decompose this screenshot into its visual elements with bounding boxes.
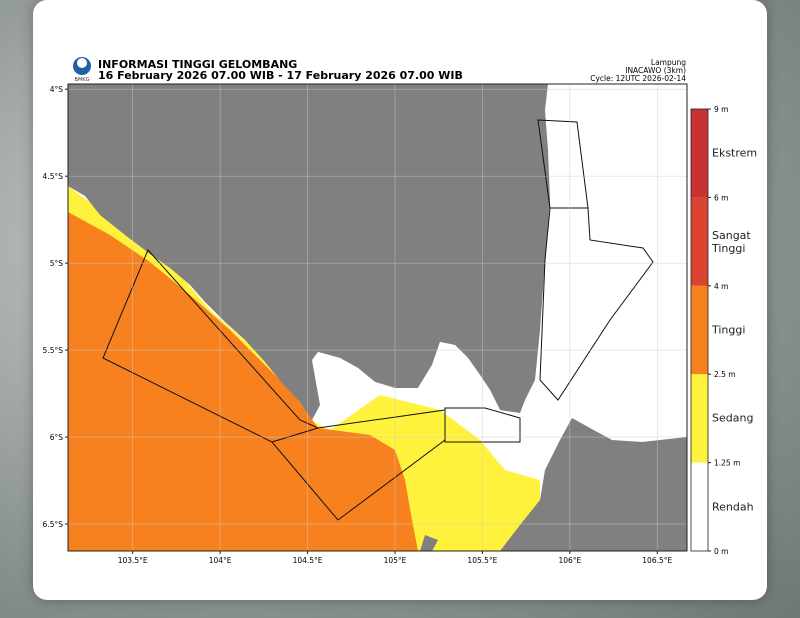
title: INFORMASI TINGGI GELOMBANG <box>98 58 297 71</box>
legend-swatch <box>691 374 708 463</box>
logo: BMKG <box>73 57 91 83</box>
y-tick-label: 6.5°S <box>43 520 64 529</box>
x-tick-label: 106°E <box>558 556 581 565</box>
legend-level-label: 2.5 m <box>714 370 736 379</box>
subtitle: 16 February 2026 07.00 WIB - 17 February… <box>98 69 463 82</box>
y-tick-label: 4°S <box>50 85 64 94</box>
legend-level-label: 1.25 m <box>714 459 740 468</box>
legend-level-label: 6 m <box>714 193 728 202</box>
legend-frame <box>690 108 709 552</box>
map-area <box>68 84 687 551</box>
x-tick-label: 104°E <box>209 556 232 565</box>
y-tick-label: 6°S <box>50 433 64 442</box>
x-tick-label: 104.5°E <box>293 556 323 565</box>
legend-swatch <box>691 285 708 375</box>
map-frame <box>67 83 688 552</box>
x-tick-label: 105°E <box>384 556 407 565</box>
legend-level-label: 0 m <box>714 547 728 556</box>
x-tick-label: 103.5°E <box>118 556 148 565</box>
legend-class: Sedang <box>712 411 754 425</box>
legend-swatch <box>691 197 708 286</box>
logo-text: BMKG <box>75 77 90 83</box>
legend-level-label: 9 m <box>714 105 728 114</box>
legend-class: Rendah <box>712 500 754 514</box>
legend-class: Sangat Tinggi <box>712 228 751 255</box>
y-tick-label: 5.5°S <box>43 346 64 355</box>
legend-swatch <box>691 462 708 551</box>
model: INACAWO (3km) <box>625 66 686 75</box>
legend-level-label: 4 m <box>714 282 728 291</box>
x-tick-label: 105.5°E <box>467 556 497 565</box>
cycle: Cycle: 12UTC 2026-02-14 <box>590 74 686 83</box>
legend-class: Ekstrem <box>712 146 758 160</box>
legend-swatch <box>691 109 708 198</box>
y-tick-label: 4.5°S <box>43 172 64 181</box>
region: Lampung <box>651 58 686 67</box>
legend-class: Tinggi <box>712 323 746 337</box>
x-tick-label: 106.5°E <box>642 556 672 565</box>
y-tick-label: 5°S <box>50 259 64 268</box>
